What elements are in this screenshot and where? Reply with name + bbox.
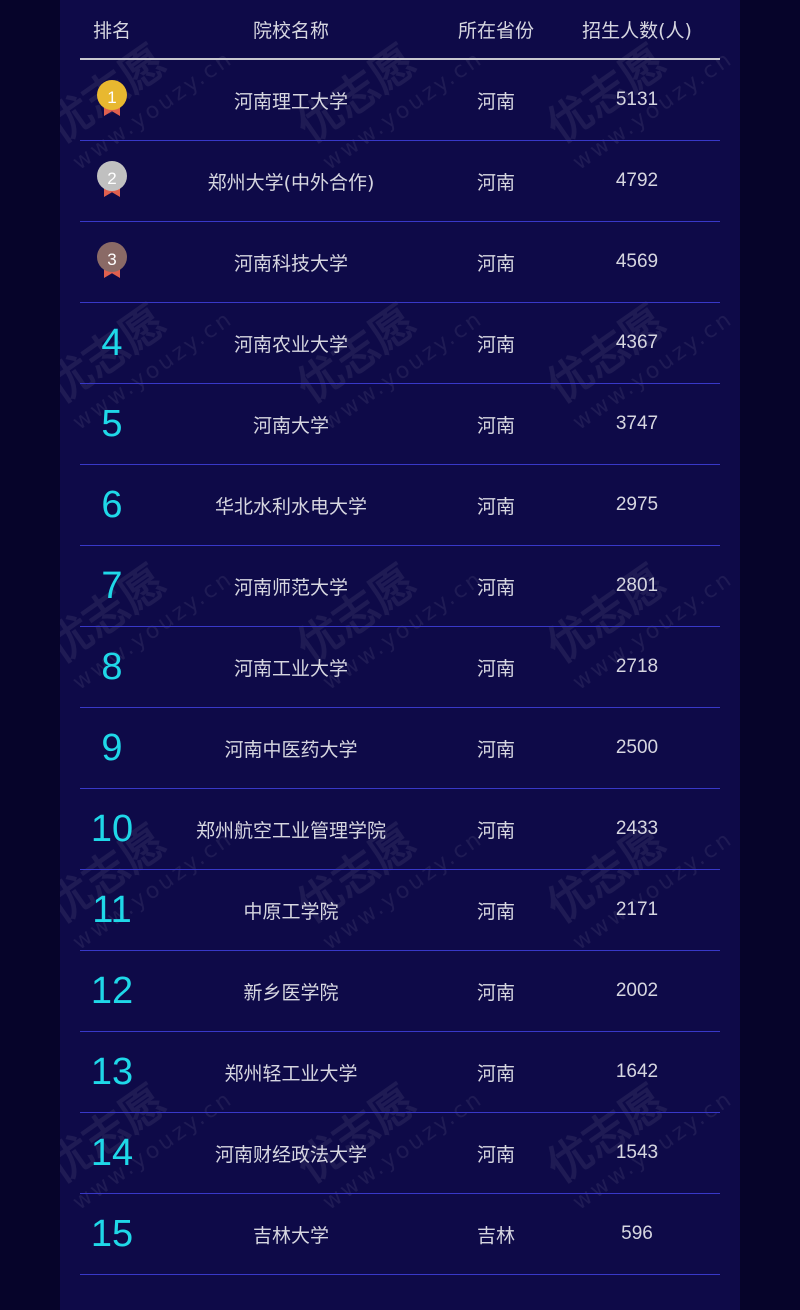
rank-cell: 3 — [80, 221, 144, 303]
enrollment-count: 2500 — [554, 707, 720, 789]
table-row: 15 吉林大学 吉林 596 — [80, 1193, 720, 1275]
enrollment-count: 2171 — [554, 869, 720, 951]
rank-cell: 2 — [80, 140, 144, 222]
enrollment-count: 2433 — [554, 788, 720, 870]
province: 河南 — [438, 869, 554, 951]
enrollment-count: 2801 — [554, 545, 720, 627]
table-row: 11 中原工学院 河南 2171 — [80, 869, 720, 951]
enrollment-count: 5131 — [554, 59, 720, 141]
rank-cell: 11 — [80, 869, 144, 951]
medal-icon: 3 — [97, 242, 127, 282]
school-name: 河南农业大学 — [144, 302, 438, 384]
enrollment-count: 4792 — [554, 140, 720, 222]
medal-rank: 1 — [97, 80, 127, 110]
rank-cell: 5 — [80, 383, 144, 465]
rank-cell: 1 — [80, 59, 144, 141]
ranking-panel: 优志愿www.youzy.cn优志愿www.youzy.cn优志愿www.you… — [60, 0, 740, 1310]
school-name: 郑州大学(中外合作) — [144, 140, 438, 222]
province: 河南 — [438, 221, 554, 303]
school-name: 河南大学 — [144, 383, 438, 465]
school-name: 河南中医药大学 — [144, 707, 438, 789]
ranking-table: 排名 院校名称 所在省份 招生人数(人) 1 河南理工大学 河南 5131 2 郑州大学(… — [80, 0, 720, 1275]
table-row: 14 河南财经政法大学 河南 1543 — [80, 1112, 720, 1194]
rank-cell: 4 — [80, 302, 144, 384]
header-enrollment: 招生人数(人) — [554, 0, 720, 60]
school-name: 河南工业大学 — [144, 626, 438, 708]
header-province: 所在省份 — [438, 0, 554, 60]
enrollment-count: 3747 — [554, 383, 720, 465]
table-row: 1 河南理工大学 河南 5131 — [80, 59, 720, 141]
school-name: 吉林大学 — [144, 1193, 438, 1275]
province: 河南 — [438, 140, 554, 222]
rank-cell: 9 — [80, 707, 144, 789]
medal-icon: 2 — [97, 161, 127, 201]
school-name: 新乡医学院 — [144, 950, 438, 1032]
medal-rank: 3 — [97, 242, 127, 272]
province: 河南 — [438, 1112, 554, 1194]
header-school-name: 院校名称 — [144, 0, 438, 60]
enrollment-count: 2002 — [554, 950, 720, 1032]
table-row: 10 郑州航空工业管理学院 河南 2433 — [80, 788, 720, 870]
table-row: 6 华北水利水电大学 河南 2975 — [80, 464, 720, 546]
medal-rank: 2 — [97, 161, 127, 191]
table-row: 12 新乡医学院 河南 2002 — [80, 950, 720, 1032]
rank-cell: 7 — [80, 545, 144, 627]
table-row: 4 河南农业大学 河南 4367 — [80, 302, 720, 384]
table-row: 2 郑州大学(中外合作) 河南 4792 — [80, 140, 720, 222]
table-row: 3 河南科技大学 河南 4569 — [80, 221, 720, 303]
table-header: 排名 院校名称 所在省份 招生人数(人) — [80, 0, 720, 60]
enrollment-count: 596 — [554, 1193, 720, 1275]
province: 河南 — [438, 788, 554, 870]
school-name: 河南师范大学 — [144, 545, 438, 627]
school-name: 河南理工大学 — [144, 59, 438, 141]
rank-cell: 6 — [80, 464, 144, 546]
enrollment-count: 1543 — [554, 1112, 720, 1194]
rank-cell: 12 — [80, 950, 144, 1032]
rank-cell: 13 — [80, 1031, 144, 1113]
table-row: 7 河南师范大学 河南 2801 — [80, 545, 720, 627]
province: 河南 — [438, 545, 554, 627]
school-name: 郑州轻工业大学 — [144, 1031, 438, 1113]
province: 河南 — [438, 464, 554, 546]
medal-icon: 1 — [97, 80, 127, 120]
enrollment-count: 2975 — [554, 464, 720, 546]
province: 河南 — [438, 707, 554, 789]
province: 吉林 — [438, 1193, 554, 1275]
enrollment-count: 2718 — [554, 626, 720, 708]
school-name: 河南财经政法大学 — [144, 1112, 438, 1194]
school-name: 华北水利水电大学 — [144, 464, 438, 546]
province: 河南 — [438, 950, 554, 1032]
school-name: 郑州航空工业管理学院 — [144, 788, 438, 870]
province: 河南 — [438, 1031, 554, 1113]
province: 河南 — [438, 626, 554, 708]
school-name: 中原工学院 — [144, 869, 438, 951]
table-row: 13 郑州轻工业大学 河南 1642 — [80, 1031, 720, 1113]
header-rank: 排名 — [80, 0, 144, 60]
school-name: 河南科技大学 — [144, 221, 438, 303]
table-row: 9 河南中医药大学 河南 2500 — [80, 707, 720, 789]
table-row: 8 河南工业大学 河南 2718 — [80, 626, 720, 708]
province: 河南 — [438, 302, 554, 384]
rank-cell: 15 — [80, 1193, 144, 1275]
enrollment-count: 1642 — [554, 1031, 720, 1113]
rank-cell: 14 — [80, 1112, 144, 1194]
enrollment-count: 4569 — [554, 221, 720, 303]
rank-cell: 10 — [80, 788, 144, 870]
province: 河南 — [438, 59, 554, 141]
enrollment-count: 4367 — [554, 302, 720, 384]
rank-cell: 8 — [80, 626, 144, 708]
province: 河南 — [438, 383, 554, 465]
table-row: 5 河南大学 河南 3747 — [80, 383, 720, 465]
